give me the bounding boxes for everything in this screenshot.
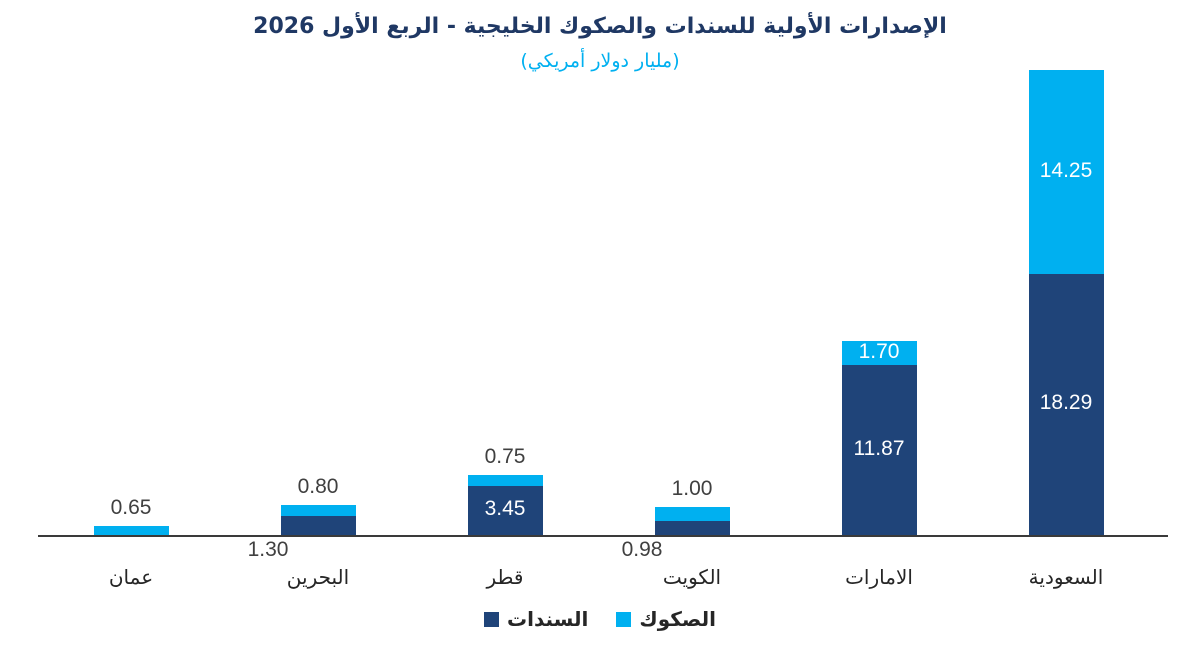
legend-swatch-bonds: [484, 611, 500, 627]
legend-item-sukuk: الصكوك: [616, 607, 716, 631]
chart-subtitle: (مليار دولار أمريكي): [520, 50, 680, 72]
x-axis-category-label: الكويت: [662, 565, 722, 589]
bar-segment-sukuk: [280, 504, 356, 517]
x-axis-category-label: الامارات: [845, 565, 913, 589]
x-axis-category-label: البحرين: [286, 565, 350, 589]
x-axis-category-label: قطر: [486, 565, 524, 589]
bar-segment-bonds: [467, 485, 543, 535]
bar-segment-sukuk: [1028, 70, 1104, 274]
legend-swatch-sukuk: [616, 611, 632, 627]
legend-item-bonds: السندات: [484, 607, 588, 631]
data-label-sukuk: 14.25: [1039, 158, 1093, 182]
x-axis-category-label: عمان: [108, 565, 154, 589]
bar-segment-bonds: [654, 520, 730, 535]
data-label-bonds: 1.30: [247, 538, 289, 561]
data-label-sukuk: 1.70: [858, 340, 900, 364]
bar-stack: [280, 504, 356, 535]
bar-stack: [1028, 70, 1104, 535]
bar-segment-bonds: [841, 365, 917, 535]
data-label-bonds: 11.87: [853, 437, 905, 461]
bar-stack: [654, 506, 730, 535]
data-label-bonds: 18.29: [1039, 391, 1093, 415]
bar-stack: [93, 525, 169, 535]
bar-segment-sukuk: [654, 506, 730, 521]
bar-segment-sukuk: [467, 474, 543, 486]
bar-stack: [841, 341, 917, 535]
bar-segment-sukuk: [841, 341, 917, 366]
x-axis-line: [38, 535, 1168, 537]
bar-segment-bonds: [280, 516, 356, 535]
bar-stack: [467, 474, 543, 535]
data-label-bonds: 3.45: [484, 497, 526, 521]
legend-label-sukuk: الصكوك: [639, 607, 716, 631]
bar-segment-bonds: [1028, 273, 1104, 535]
data-label-sukuk: 0.65: [110, 495, 152, 519]
data-label-bonds: 0.98: [621, 538, 663, 561]
data-label-sukuk: 0.75: [484, 444, 526, 468]
legend: الصكوك السندات: [0, 607, 1200, 631]
x-axis-category-label: السعودية: [1028, 565, 1104, 589]
legend-label-bonds: السندات: [507, 607, 589, 631]
bar-segment-sukuk: [93, 525, 169, 535]
chart-title: الإصدارات الأولية للسندات والصكوك الخليج…: [253, 14, 947, 39]
data-label-sukuk: 0.80: [297, 474, 339, 498]
data-label-sukuk: 1.00: [671, 476, 713, 500]
